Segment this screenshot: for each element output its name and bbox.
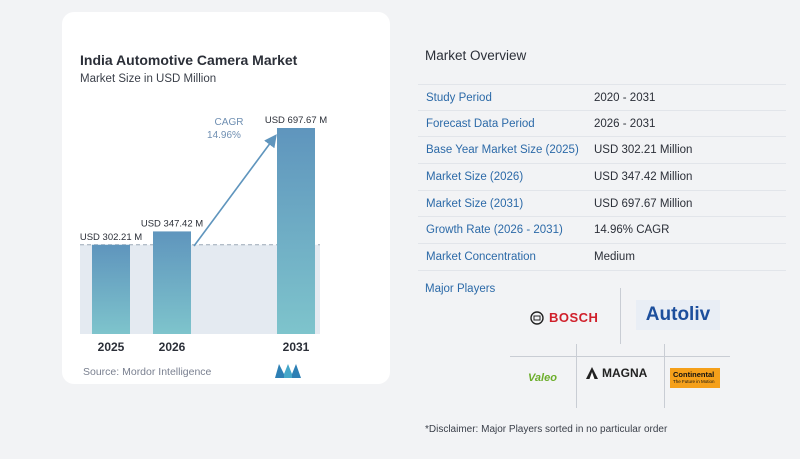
- overview-value: Medium: [594, 251, 635, 264]
- data-label: USD 347.42 M: [141, 218, 203, 229]
- overview-label: Growth Rate (2026 - 2031): [426, 224, 563, 237]
- chart-title: India Automotive Camera Market: [80, 52, 298, 68]
- overview-value: USD 302.21 Million: [594, 144, 693, 157]
- source-note: Source: Mordor Intelligence: [83, 366, 212, 378]
- continental-logo: Continental The Future in Motion: [670, 368, 720, 388]
- bar-chart: USD 302.21 M 2025 USD 347.42 M 2026 USD 697.…: [80, 115, 327, 354]
- grid-divider: [620, 288, 621, 344]
- magna-emblem-icon: [586, 367, 598, 379]
- overview-row: Market Size (2031) USD 697.67 Million: [418, 191, 786, 218]
- data-label: USD 302.21 M: [80, 232, 142, 243]
- overview-label: Market Size (2026): [426, 171, 524, 184]
- bar-2026: [153, 231, 191, 334]
- bar-2031: [277, 128, 315, 334]
- overview-title: Market Overview: [425, 48, 527, 63]
- grid-divider: [664, 344, 665, 408]
- players-grid: BOSCH Autoliv Valeo MAGNA Continental Th…: [510, 288, 730, 408]
- overview-label: Market Size (2031): [426, 197, 524, 210]
- overview-label: Market Concentration: [426, 251, 536, 264]
- tick-label: 2025: [98, 340, 125, 354]
- disclaimer: *Disclaimer: Major Players sorted in no …: [425, 424, 668, 435]
- overview-row: Market Size (2026) USD 347.42 Million: [418, 164, 786, 191]
- overview-label: Forecast Data Period: [426, 117, 535, 130]
- grid-divider: [576, 344, 577, 408]
- grid-divider: [510, 356, 730, 357]
- bosch-logo: BOSCH: [530, 310, 598, 325]
- magna-logo: MAGNA: [586, 366, 647, 380]
- chart-subtitle: Market Size in USD Million: [80, 73, 217, 85]
- overview-value: 2026 - 2031: [594, 117, 656, 130]
- cagr-label: CAGR: [215, 117, 244, 128]
- overview-value: USD 697.67 Million: [594, 197, 693, 210]
- overview-row: Growth Rate (2026 - 2031) 14.96% CAGR: [418, 217, 786, 245]
- cagr-arrow: [193, 134, 277, 247]
- overview-label: Study Period: [426, 92, 492, 104]
- overview-value: USD 347.42 Million: [594, 171, 693, 184]
- cagr-value: 14.96%: [207, 130, 241, 141]
- chart-card: India Automotive Camera Market Market Si…: [62, 12, 390, 384]
- tick-label: 2031: [283, 340, 310, 354]
- overview-row: Study Period 2020 - 2031: [418, 84, 786, 111]
- overview-row: Market Concentration Medium: [418, 244, 786, 271]
- valeo-logo: Valeo: [528, 372, 557, 384]
- overview-table: Study Period 2020 - 2031 Forecast Data Per…: [418, 84, 786, 271]
- overview-row: Forecast Data Period 2026 - 2031: [418, 111, 786, 138]
- mordor-logo-icon: [275, 364, 301, 378]
- overview-value: 2020 - 2031: [594, 92, 656, 104]
- bosch-emblem-icon: [530, 310, 544, 325]
- bar-2025: [92, 244, 130, 334]
- data-label: USD 697.67 M: [265, 115, 327, 126]
- autoliv-logo: Autoliv: [636, 300, 720, 330]
- overview-value: 14.96% CAGR: [594, 224, 670, 237]
- players-title: Major Players: [425, 283, 496, 295]
- tick-label: 2026: [159, 340, 186, 354]
- overview-label: Base Year Market Size (2025): [426, 144, 579, 157]
- overview-row: Base Year Market Size (2025) USD 302.21 M…: [418, 137, 786, 165]
